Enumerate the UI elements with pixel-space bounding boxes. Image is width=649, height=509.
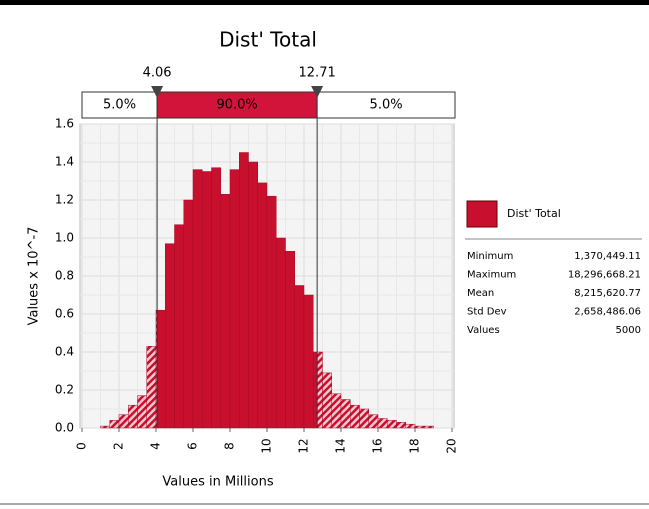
y-tick-label: 0.8 [55,269,74,283]
bar [146,346,157,429]
bar [100,425,110,429]
bar [192,169,203,429]
bar [257,182,268,429]
band-label: 5.0% [103,98,136,113]
marker-triangle [311,86,324,98]
bar [405,423,416,429]
bar [368,414,379,429]
bar [322,372,332,429]
legend-label: Dist' Total [507,207,561,220]
band-segment [156,91,318,119]
bar [165,243,175,429]
bar [109,420,120,429]
bar [396,422,406,429]
bar [183,199,194,429]
bar [128,404,138,429]
x-tick-label: 14 [334,438,348,453]
x-tick-label: 0 [75,442,89,450]
bar [303,294,314,429]
band-label: 5.0% [370,98,403,113]
stat-value: 2,658,486.06 [574,307,641,318]
bar [331,393,342,429]
bar [248,161,258,429]
bar [340,399,351,429]
bar [137,395,147,429]
stat-value: 8,215,620.77 [574,288,641,299]
x-tick-label: 18 [408,438,422,453]
y-tick-label: 0.2 [55,383,74,397]
legend-swatch [466,200,498,228]
bar [387,420,397,429]
stat-name: Mean [467,288,494,299]
bar [313,351,318,429]
x-tick-label: 10 [260,438,274,453]
marker-label: 12.71 [299,66,336,81]
y-tick-label: 1.0 [55,231,74,245]
bar [285,251,295,429]
x-tick-label: 2 [112,442,126,450]
y-tick-label: 1.4 [55,155,74,169]
x-tick-label: 20 [445,438,459,453]
x-tick-label: 8 [223,442,237,450]
x-tick-label: 16 [371,438,385,453]
chart-title: Dist' Total [219,28,317,52]
stat-value: 1,370,449.11 [574,251,641,262]
marker-label: 4.06 [143,66,172,81]
top-bar [0,0,649,5]
y-axis-label: Values x 10^-7 [27,227,42,326]
bar [174,224,184,429]
stat-name: Values [467,325,500,336]
y-tick-label: 0.6 [55,307,74,321]
band-label: 90.0% [216,98,257,113]
stat-name: Std Dev [467,307,507,318]
stat-value: 5000 [616,325,641,336]
bar [377,418,388,429]
bottom-rule [0,503,649,505]
stat-name: Minimum [467,251,513,262]
band-segment [81,91,158,119]
bar [414,425,425,429]
y-tick-label: 0.4 [55,345,74,359]
bar [276,237,286,429]
x-tick-label: 12 [297,438,311,453]
bar [266,195,277,429]
x-axis-label: Values in Millions [162,475,273,490]
stat-name: Maximum [467,270,516,281]
bar [211,167,221,429]
bar [239,152,249,429]
bar [424,425,434,429]
y-tick-label: 1.6 [55,117,74,131]
bar [202,171,212,429]
y-tick-label: 0.0 [55,421,74,435]
bar [118,414,129,429]
bar [359,408,369,429]
x-tick-label: 4 [149,442,163,450]
x-tick-label: 6 [186,442,200,450]
bar [220,194,231,429]
bar [294,285,305,429]
stat-value: 18,296,668.21 [568,270,641,281]
bar [229,169,240,429]
band-segment [316,91,456,119]
y-tick-label: 1.2 [55,193,74,207]
bar [350,404,360,429]
center-bars [157,152,318,429]
marker-triangle [151,86,164,98]
